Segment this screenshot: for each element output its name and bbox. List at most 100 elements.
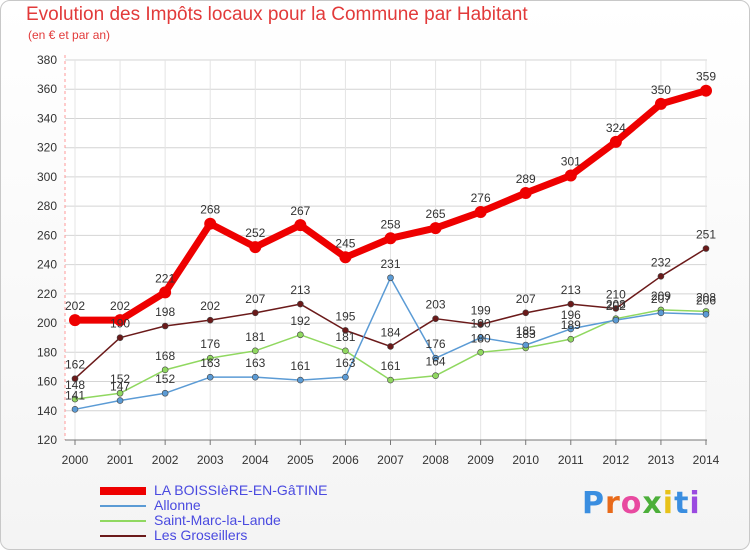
x-tick-label: 2005 — [287, 453, 314, 467]
data-point — [654, 97, 667, 110]
data-point — [477, 334, 484, 341]
data-point — [432, 315, 439, 322]
data-label: 148 — [65, 378, 85, 392]
data-point — [387, 343, 394, 350]
chart-title: Evolution des Impôts locaux pour la Comm… — [26, 4, 528, 25]
data-point — [116, 334, 124, 341]
legend-label: LA BOISSIèRE-EN-GâTINE — [154, 482, 328, 498]
data-point — [339, 251, 352, 264]
data-point — [387, 274, 394, 282]
data-point — [71, 406, 79, 413]
data-label: 163 — [245, 356, 265, 370]
data-label: 181 — [335, 330, 355, 344]
data-point — [477, 349, 484, 356]
data-label: 221 — [155, 271, 175, 285]
legend-label: Allonne — [154, 497, 201, 513]
data-point — [342, 373, 349, 381]
data-label: 141 — [65, 388, 85, 402]
logo-letter: i — [662, 486, 675, 521]
y-tick-label: 360 — [37, 82, 57, 96]
data-label: 181 — [245, 330, 265, 344]
y-tick-label: 300 — [37, 170, 57, 184]
y-tick-label: 340 — [37, 111, 57, 125]
data-point — [114, 314, 127, 327]
legend-label: Les Groseillers — [154, 527, 248, 543]
data-label: 276 — [471, 191, 491, 205]
legend-swatch — [100, 535, 146, 537]
data-point — [387, 376, 394, 384]
data-label: 268 — [200, 203, 220, 217]
legend-item: LA BOISSIèRE-EN-GâTINE — [100, 483, 400, 498]
data-point — [251, 309, 259, 317]
legend-item: Les Groseillers — [100, 528, 400, 543]
data-point — [297, 376, 304, 384]
x-tick-label: 2003 — [197, 453, 224, 467]
data-label: 147 — [110, 380, 130, 394]
proxiti-logo: Proxiti — [582, 486, 701, 521]
data-point — [161, 389, 169, 397]
data-label: 301 — [561, 154, 581, 168]
data-point — [657, 309, 665, 317]
data-label: 183 — [516, 327, 536, 341]
x-tick-label: 2006 — [332, 453, 359, 467]
data-label: 210 — [606, 287, 626, 301]
chart-subtitle: (en € et par an) — [28, 28, 111, 42]
legend-label: Saint-Marc-la-Lande — [154, 512, 281, 528]
data-label: 207 — [245, 292, 265, 306]
data-point — [206, 354, 214, 362]
logo-letter: t — [674, 486, 690, 521]
data-point — [477, 321, 484, 328]
data-label: 180 — [471, 331, 491, 345]
data-label: 206 — [696, 293, 716, 307]
data-label: 267 — [290, 204, 310, 218]
data-point — [522, 309, 530, 317]
data-label: 189 — [561, 318, 581, 332]
legend-swatch — [100, 487, 146, 495]
data-point — [429, 222, 442, 235]
data-point — [116, 389, 124, 397]
logo-letter: i — [689, 486, 701, 521]
data-point — [474, 206, 487, 218]
data-label: 252 — [245, 226, 265, 240]
data-point — [342, 347, 349, 355]
data-point — [702, 245, 710, 252]
data-label: 258 — [380, 217, 400, 231]
data-label: 207 — [516, 292, 536, 306]
data-point — [161, 322, 169, 330]
data-label: 190 — [471, 317, 491, 331]
y-tick-label: 260 — [37, 228, 57, 242]
x-tick-label: 2009 — [467, 453, 494, 467]
y-tick-label: 160 — [37, 375, 57, 389]
data-label: 163 — [200, 356, 220, 370]
x-tick-label: 2014 — [693, 453, 720, 467]
y-tick-label: 180 — [37, 345, 57, 359]
logo-letter: x — [642, 486, 663, 521]
y-tick-label: 240 — [37, 258, 57, 272]
data-label: 195 — [335, 309, 355, 323]
data-label: 184 — [380, 325, 400, 339]
y-tick-label: 380 — [37, 53, 57, 67]
data-label: 185 — [516, 324, 536, 338]
data-label: 209 — [651, 289, 671, 303]
legend: LA BOISSIèRE-EN-GâTINE Allonne Saint-Marc-… — [100, 483, 400, 543]
data-point — [567, 325, 575, 333]
data-label: 163 — [335, 356, 355, 370]
data-point — [206, 373, 214, 381]
logo-letter: o — [620, 486, 643, 521]
data-label: 168 — [155, 349, 175, 363]
data-label: 265 — [426, 207, 446, 221]
data-label: 161 — [380, 359, 400, 373]
data-label: 152 — [155, 372, 175, 386]
data-label: 245 — [335, 236, 355, 250]
data-label: 324 — [606, 121, 626, 135]
x-tick-label: 2012 — [603, 453, 630, 467]
data-label: 208 — [696, 290, 716, 304]
data-label: 176 — [200, 337, 220, 351]
data-label: 202 — [606, 299, 626, 313]
legend-item: Saint-Marc-la-Lande — [100, 513, 400, 528]
data-point — [71, 375, 79, 382]
x-tick-label: 2002 — [152, 453, 179, 467]
data-point — [69, 314, 81, 327]
logo-letter: P — [582, 486, 605, 521]
